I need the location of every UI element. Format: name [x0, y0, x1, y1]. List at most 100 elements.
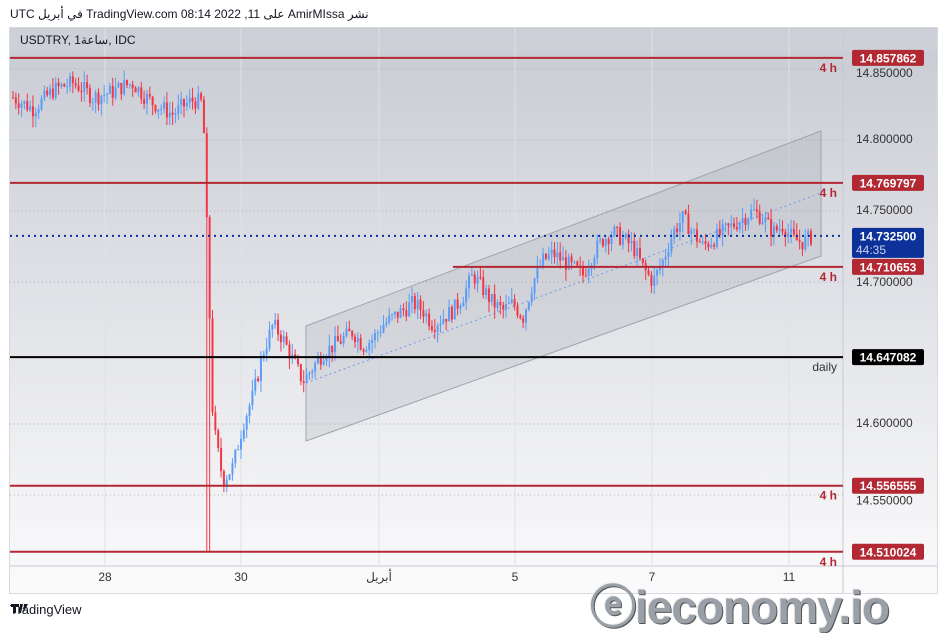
price-label-bg: [852, 543, 924, 560]
candle-body: [405, 310, 408, 317]
candle-body: [220, 447, 223, 472]
candle-body: [248, 405, 251, 417]
chart-pane[interactable]: 28 30 أبريل 5 7 11 4 h 4 h 4 h daily 4 h 4 h 14.8500…: [9, 27, 938, 594]
candle-body: [268, 329, 271, 349]
candle-body: [573, 261, 576, 263]
candle-body: [299, 364, 302, 382]
candle-body: [137, 87, 140, 93]
level-price-label: 14.857862: [860, 51, 917, 65]
candle-body: [616, 226, 619, 228]
current-price-label: 14.732500: [860, 229, 917, 243]
candle-body: [40, 98, 43, 110]
candle-body: [536, 266, 539, 279]
y-tick-label: 14.550000: [856, 494, 913, 508]
candle-body: [225, 479, 228, 487]
candle-body: [408, 302, 411, 317]
candle-body: [373, 333, 376, 341]
candle-body: [596, 240, 599, 259]
candle-body: [718, 228, 721, 235]
candle-body: [710, 244, 713, 248]
candle-body: [14, 97, 17, 104]
candle-body: [205, 133, 208, 218]
candle-body: [51, 88, 54, 98]
candle-body: [108, 85, 111, 94]
candle-body: [237, 449, 240, 451]
candle-body: [114, 87, 117, 98]
x-tick-label: 30: [234, 570, 248, 584]
candle-body: [624, 234, 627, 238]
candle-body: [633, 240, 636, 257]
candle-body: [342, 336, 345, 344]
current-price-label-bg: [852, 227, 924, 258]
candle-body: [627, 234, 630, 244]
candle-body: [450, 306, 453, 320]
candle-body: [37, 109, 40, 113]
price-chart[interactable]: 28 30 أبريل 5 7 11 4 h 4 h 4 h daily 4 h 4 h 14.8500…: [10, 28, 938, 594]
level-price-label: 14.510024: [860, 545, 917, 559]
candle-body: [23, 101, 26, 104]
candle-body: [305, 374, 308, 384]
symbol-bar: [10, 28, 937, 52]
candle-body: [17, 103, 20, 108]
candle-body: [228, 474, 231, 480]
candle-body: [604, 239, 607, 246]
candle-body: [676, 228, 679, 233]
candle-body: [678, 223, 681, 233]
candle-body: [658, 267, 661, 271]
candle-body: [755, 209, 758, 212]
candle-body: [265, 348, 268, 355]
candle-body: [713, 244, 716, 247]
candle-body: [735, 227, 738, 230]
symbol-label: USDTRY, 1ساعة, IDC: [20, 33, 136, 47]
candle-body: [160, 108, 163, 110]
candle-body: [482, 277, 485, 295]
candle-body: [553, 249, 556, 258]
candle-body: [738, 222, 741, 230]
candle-body: [308, 372, 311, 375]
chart-background: [10, 28, 937, 593]
candle-body: [681, 211, 684, 224]
candle-body: [331, 345, 334, 353]
candle-body: [411, 296, 413, 303]
candle-body: [77, 85, 80, 91]
candle-body: [690, 230, 693, 235]
candle-body: [111, 85, 114, 98]
candle-body: [490, 293, 493, 302]
y-tick-label: 14.700000: [856, 275, 913, 289]
x-tick-label: 28: [98, 570, 112, 584]
candle-body: [399, 308, 402, 318]
candle-body: [197, 93, 200, 109]
candle-body: [570, 256, 573, 262]
candle-body: [49, 88, 52, 96]
candle-body: [34, 112, 37, 117]
tradingview-footer[interactable]: TradingView: [10, 602, 82, 617]
candle-body: [647, 270, 650, 275]
candle-body: [770, 219, 773, 237]
candle-body: [257, 378, 260, 381]
candle-body: [462, 302, 465, 307]
candle-body: [379, 332, 382, 334]
candle-body: [656, 270, 659, 276]
candle-body: [428, 313, 431, 327]
candle-body: [727, 223, 730, 226]
candle-body: [653, 275, 656, 286]
candle-body: [496, 302, 499, 308]
candle-body: [148, 93, 151, 97]
candle-body: [351, 331, 354, 337]
candle-body: [810, 231, 812, 245]
candle-body: [74, 83, 77, 86]
candle-body: [31, 106, 34, 117]
candle-body: [619, 227, 622, 245]
candle-body: [94, 92, 97, 103]
candle-body: [704, 241, 707, 244]
candle-body: [185, 102, 188, 107]
candle-body: [562, 257, 565, 261]
candle-body: [473, 274, 476, 284]
candle-body: [86, 81, 89, 89]
candle-body: [750, 209, 753, 219]
candle-body: [354, 336, 356, 343]
candle-body: [442, 319, 445, 324]
candle-body: [550, 249, 553, 255]
candle-body: [781, 228, 784, 232]
candle-body: [154, 105, 157, 112]
